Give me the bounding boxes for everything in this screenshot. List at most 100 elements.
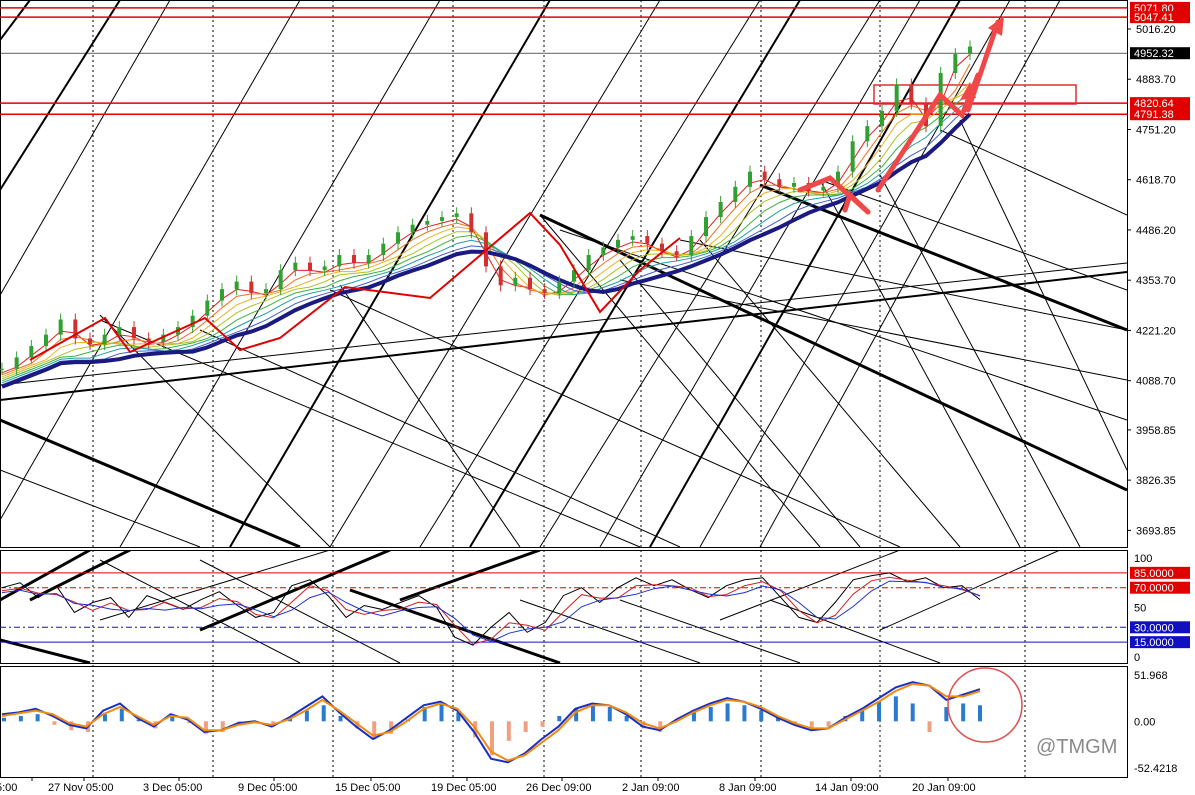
macd-bar — [490, 721, 494, 756]
macd-bar — [708, 707, 713, 722]
x-tick-label: 26 Dec 09:00 — [526, 782, 591, 794]
macd-bar — [574, 708, 579, 722]
candle-body — [792, 183, 796, 187]
candle-body — [44, 334, 48, 347]
macd-tick-label: -52.4218 — [1134, 763, 1177, 775]
candle-body — [689, 236, 694, 256]
candle-body — [454, 213, 459, 218]
macd-bar — [742, 705, 747, 722]
candle-body — [542, 289, 547, 293]
stoch-tick-label: 100 — [1134, 553, 1152, 565]
candle-body — [836, 171, 840, 187]
candle-body — [249, 281, 254, 293]
stoch-lines — [0, 550, 1061, 663]
macd-bar — [35, 714, 40, 722]
candle-body — [733, 186, 738, 202]
candles — [0, 40, 972, 375]
stoch-tick-label: 0 — [1134, 652, 1140, 664]
macd-bar — [170, 715, 175, 722]
level-tag — [1130, 621, 1190, 634]
candle-body — [557, 281, 562, 293]
macd-bar — [725, 703, 730, 722]
candle-body — [73, 319, 78, 339]
price-tag-label: 4952.32 — [1134, 48, 1174, 60]
x-tick-label: 27 Nov 05:00 — [48, 782, 113, 794]
candle-body — [586, 255, 591, 271]
stoch-tick-label: 30.0000 — [1134, 622, 1174, 634]
candle-body — [410, 224, 415, 233]
price-tag — [1130, 11, 1190, 24]
candle-body — [205, 300, 210, 316]
candle-body — [264, 289, 268, 293]
macd-bar — [372, 721, 377, 740]
candle-body — [220, 289, 224, 301]
level-tag — [1130, 566, 1190, 579]
candle-body — [938, 73, 943, 127]
candle-body — [513, 277, 518, 286]
candle-body — [704, 217, 708, 237]
price-tag-label: 4820.64 — [1134, 98, 1174, 110]
y-tick-label: 3826.35 — [1136, 475, 1176, 487]
stoch-tick-label: 15.0000 — [1134, 637, 1174, 649]
macd-bar — [944, 707, 949, 722]
macd-bar — [203, 721, 208, 734]
candle-body — [498, 266, 503, 286]
macd-bar — [102, 714, 107, 722]
candle-body — [308, 262, 312, 271]
candle-body — [440, 217, 444, 221]
candle-body — [821, 186, 826, 191]
macd-bar — [691, 712, 696, 722]
price-tag — [1130, 47, 1190, 60]
price-tag — [1130, 108, 1190, 121]
macd-bar — [759, 710, 764, 722]
y-tick-label: 4751.20 — [1136, 124, 1176, 136]
x-tick-label: 19 Dec 05:00 — [431, 782, 496, 794]
candle-body — [381, 243, 386, 256]
x-tick-label: 20 Jan 09:00 — [912, 782, 976, 794]
candle-body — [396, 232, 400, 244]
candle-body — [660, 243, 664, 252]
candle-body — [850, 141, 855, 172]
candle-body — [894, 84, 899, 111]
stoch-tick-label: 70.0000 — [1134, 583, 1174, 595]
panel-frames — [0, 0, 1128, 778]
macd-series — [1, 681, 981, 764]
x-tick-label: 14 Jan 09:00 — [815, 782, 879, 794]
price-tag-label: 5047.41 — [1134, 12, 1174, 24]
stoch-tick-label: 85.0000 — [1134, 568, 1174, 580]
macd-bar — [18, 715, 23, 722]
candle-body — [322, 266, 327, 271]
candle-body — [352, 255, 356, 263]
price-tag — [1130, 1, 1190, 14]
candle-body — [190, 315, 195, 328]
y-tick-label: 4088.70 — [1136, 376, 1176, 388]
candle-body — [601, 247, 606, 256]
candle-body — [616, 239, 620, 248]
macd-bar — [641, 721, 646, 729]
level-tag — [1130, 581, 1190, 594]
macd-bar — [389, 721, 394, 734]
candle-body — [968, 46, 972, 55]
candle-body — [14, 357, 19, 369]
stoch-line — [1, 580, 981, 643]
candle-body — [909, 84, 914, 104]
y-tick-label: 3958.85 — [1136, 425, 1176, 437]
y-axis: 5071.805047.414952.324820.644791.385016.… — [1127, 1, 1190, 775]
x-tick-label: 2 Jan 09:00 — [622, 782, 680, 794]
y-tick-label: 4618.70 — [1136, 175, 1176, 187]
level-tag — [1130, 636, 1190, 649]
macd-bar — [506, 721, 511, 741]
stoch-tick-label: 50 — [1134, 603, 1146, 615]
x-tick-label: 5:00 — [0, 782, 17, 794]
x-tick-label: 9 Dec 05:00 — [238, 782, 297, 794]
macd-bar — [776, 717, 781, 722]
y-tick-label: 4221.20 — [1136, 325, 1176, 337]
candle-body — [880, 110, 884, 127]
macd-bar — [119, 708, 124, 722]
candle-body — [58, 319, 63, 335]
macd-bar — [422, 707, 427, 722]
macd-bar — [557, 715, 562, 722]
macd-bar — [304, 710, 309, 722]
macd-tick-label: 0.00 — [1134, 716, 1155, 728]
